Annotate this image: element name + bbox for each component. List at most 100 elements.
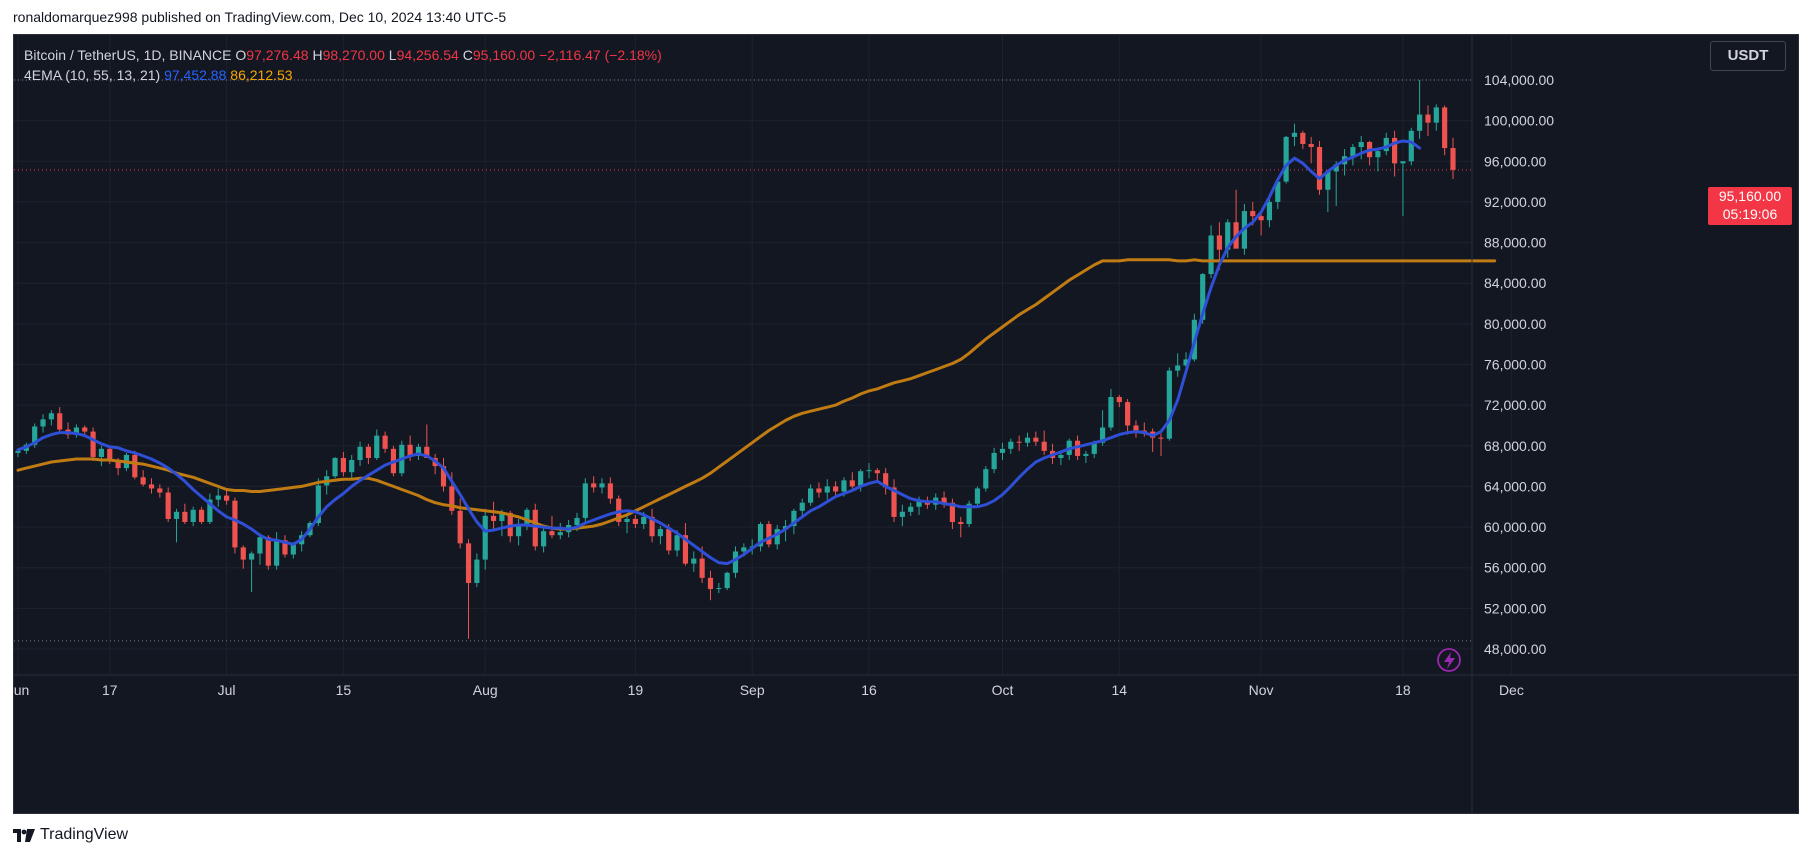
legend-symbol[interactable]: Bitcoin / TetherUS, 1D, BINANCE — [24, 47, 232, 63]
candle-body — [274, 540, 280, 566]
candle-body — [173, 511, 180, 519]
candles — [15, 80, 1456, 639]
chart-panel[interactable]: 48,000.00 52,000.00 56,000.00 60,000.00 64,0… — [13, 34, 1799, 814]
candle-body — [132, 454, 138, 478]
y-tick-label: 80,000.00 — [1484, 316, 1546, 332]
x-tick-label: 14 — [1111, 682, 1127, 698]
candle-body — [1091, 442, 1097, 454]
candle-body — [1016, 441, 1022, 443]
y-tick-label: 72,000.00 — [1484, 397, 1546, 413]
candle-body — [899, 511, 905, 517]
legend-high-label: H — [312, 47, 323, 63]
legend-low: 94,256.54 — [396, 47, 459, 63]
candle-body — [916, 500, 922, 507]
candle-body — [874, 470, 880, 474]
candle-body — [908, 506, 914, 512]
legend-close: 95,160.00 — [472, 47, 536, 63]
candlestick-chart[interactable]: 48,000.00 52,000.00 56,000.00 60,000.00 64,0… — [14, 35, 1799, 814]
currency-button[interactable]: USDT — [1710, 41, 1786, 71]
candle-body — [1316, 147, 1323, 190]
candle-body — [549, 531, 555, 536]
x-tick-label: 17 — [102, 682, 118, 698]
candle-body — [958, 521, 964, 525]
candle-body — [1266, 201, 1273, 221]
legend-close-label: C — [462, 47, 473, 63]
candle-body — [1383, 137, 1389, 152]
candle-body — [407, 444, 413, 456]
candle-body — [732, 551, 739, 573]
candle-body — [340, 457, 346, 473]
candle-body — [991, 452, 997, 470]
candle-body — [157, 488, 163, 493]
candle-body — [624, 518, 630, 522]
ema-lines — [16, 139, 1497, 566]
candle-body — [1175, 365, 1181, 371]
candle-body — [983, 469, 989, 489]
footer-brand[interactable]: TradingView — [13, 826, 128, 844]
candle-body — [82, 427, 88, 432]
candle-body — [1433, 107, 1439, 123]
candle-body — [332, 457, 338, 477]
legend-high: 98,270.00 — [322, 47, 385, 63]
candle-body — [232, 500, 238, 548]
candle-body — [374, 435, 380, 458]
candle-body — [757, 524, 764, 547]
y-tick-label: 48,000.00 — [1484, 641, 1546, 657]
candle-body — [816, 488, 822, 493]
candle-body — [482, 515, 488, 560]
candle-body — [449, 486, 455, 511]
candle-body — [791, 510, 797, 527]
candle-body — [1325, 171, 1331, 190]
last-price-tag: 95,160.00 05:19:06 — [1708, 187, 1792, 225]
candle-body — [674, 535, 680, 551]
candle-body — [1308, 144, 1314, 148]
y-tick-label: 88,000.00 — [1484, 235, 1546, 251]
bar-countdown: 05:19:06 — [1722, 206, 1778, 222]
candle-body — [1208, 235, 1214, 275]
ema-slow-line — [16, 258, 1497, 531]
candle-body — [649, 516, 655, 537]
candle-body — [98, 448, 105, 457]
candle-body — [465, 543, 472, 583]
candle-body — [1108, 397, 1114, 428]
candle-body — [666, 529, 672, 551]
candle-body — [858, 471, 864, 487]
candle-body — [1058, 454, 1064, 458]
candle-body — [240, 547, 246, 560]
candle-body — [724, 572, 730, 589]
candle-body — [966, 503, 972, 525]
legend-open: 97,276.48 — [246, 47, 309, 63]
candle-body — [1083, 453, 1089, 456]
grid — [14, 35, 1512, 675]
candle-body — [1258, 216, 1264, 221]
x-tick-label: Jun — [14, 682, 29, 698]
candle-body — [1417, 114, 1423, 131]
x-tick-label: Aug — [473, 682, 498, 698]
candle-body — [490, 515, 497, 521]
candle-body — [1358, 141, 1364, 148]
candle-body — [57, 413, 63, 430]
legend-change: −2,116.47 (−2.18%) — [539, 47, 662, 63]
candle-body — [198, 509, 205, 522]
candle-body — [1275, 181, 1281, 202]
x-tick-label: Oct — [992, 682, 1014, 698]
published-line: ronaldomarquez998 published on TradingVi… — [13, 9, 507, 25]
candle-body — [591, 483, 597, 488]
candle-body — [507, 512, 513, 537]
last-price-value: 95,160.00 — [1718, 188, 1782, 204]
ema-fast-line — [16, 139, 1422, 566]
axes: 48,000.00 52,000.00 56,000.00 60,000.00 64,0… — [14, 35, 1798, 813]
lightning-icon-ring — [1437, 648, 1461, 672]
candle-body — [699, 558, 705, 578]
candle-body — [257, 537, 263, 554]
candle-body — [499, 512, 505, 521]
candle-body — [1442, 107, 1448, 149]
y-tick-label: 60,000.00 — [1484, 519, 1546, 535]
candle-body — [1008, 441, 1014, 449]
candle-body — [1116, 397, 1122, 403]
legend-indicator-name[interactable]: 4EMA (10, 55, 13, 21) — [24, 67, 161, 83]
candle-body — [1350, 147, 1356, 157]
candle-body — [424, 446, 430, 458]
candle-body — [315, 485, 321, 524]
candle-body — [1216, 235, 1222, 250]
